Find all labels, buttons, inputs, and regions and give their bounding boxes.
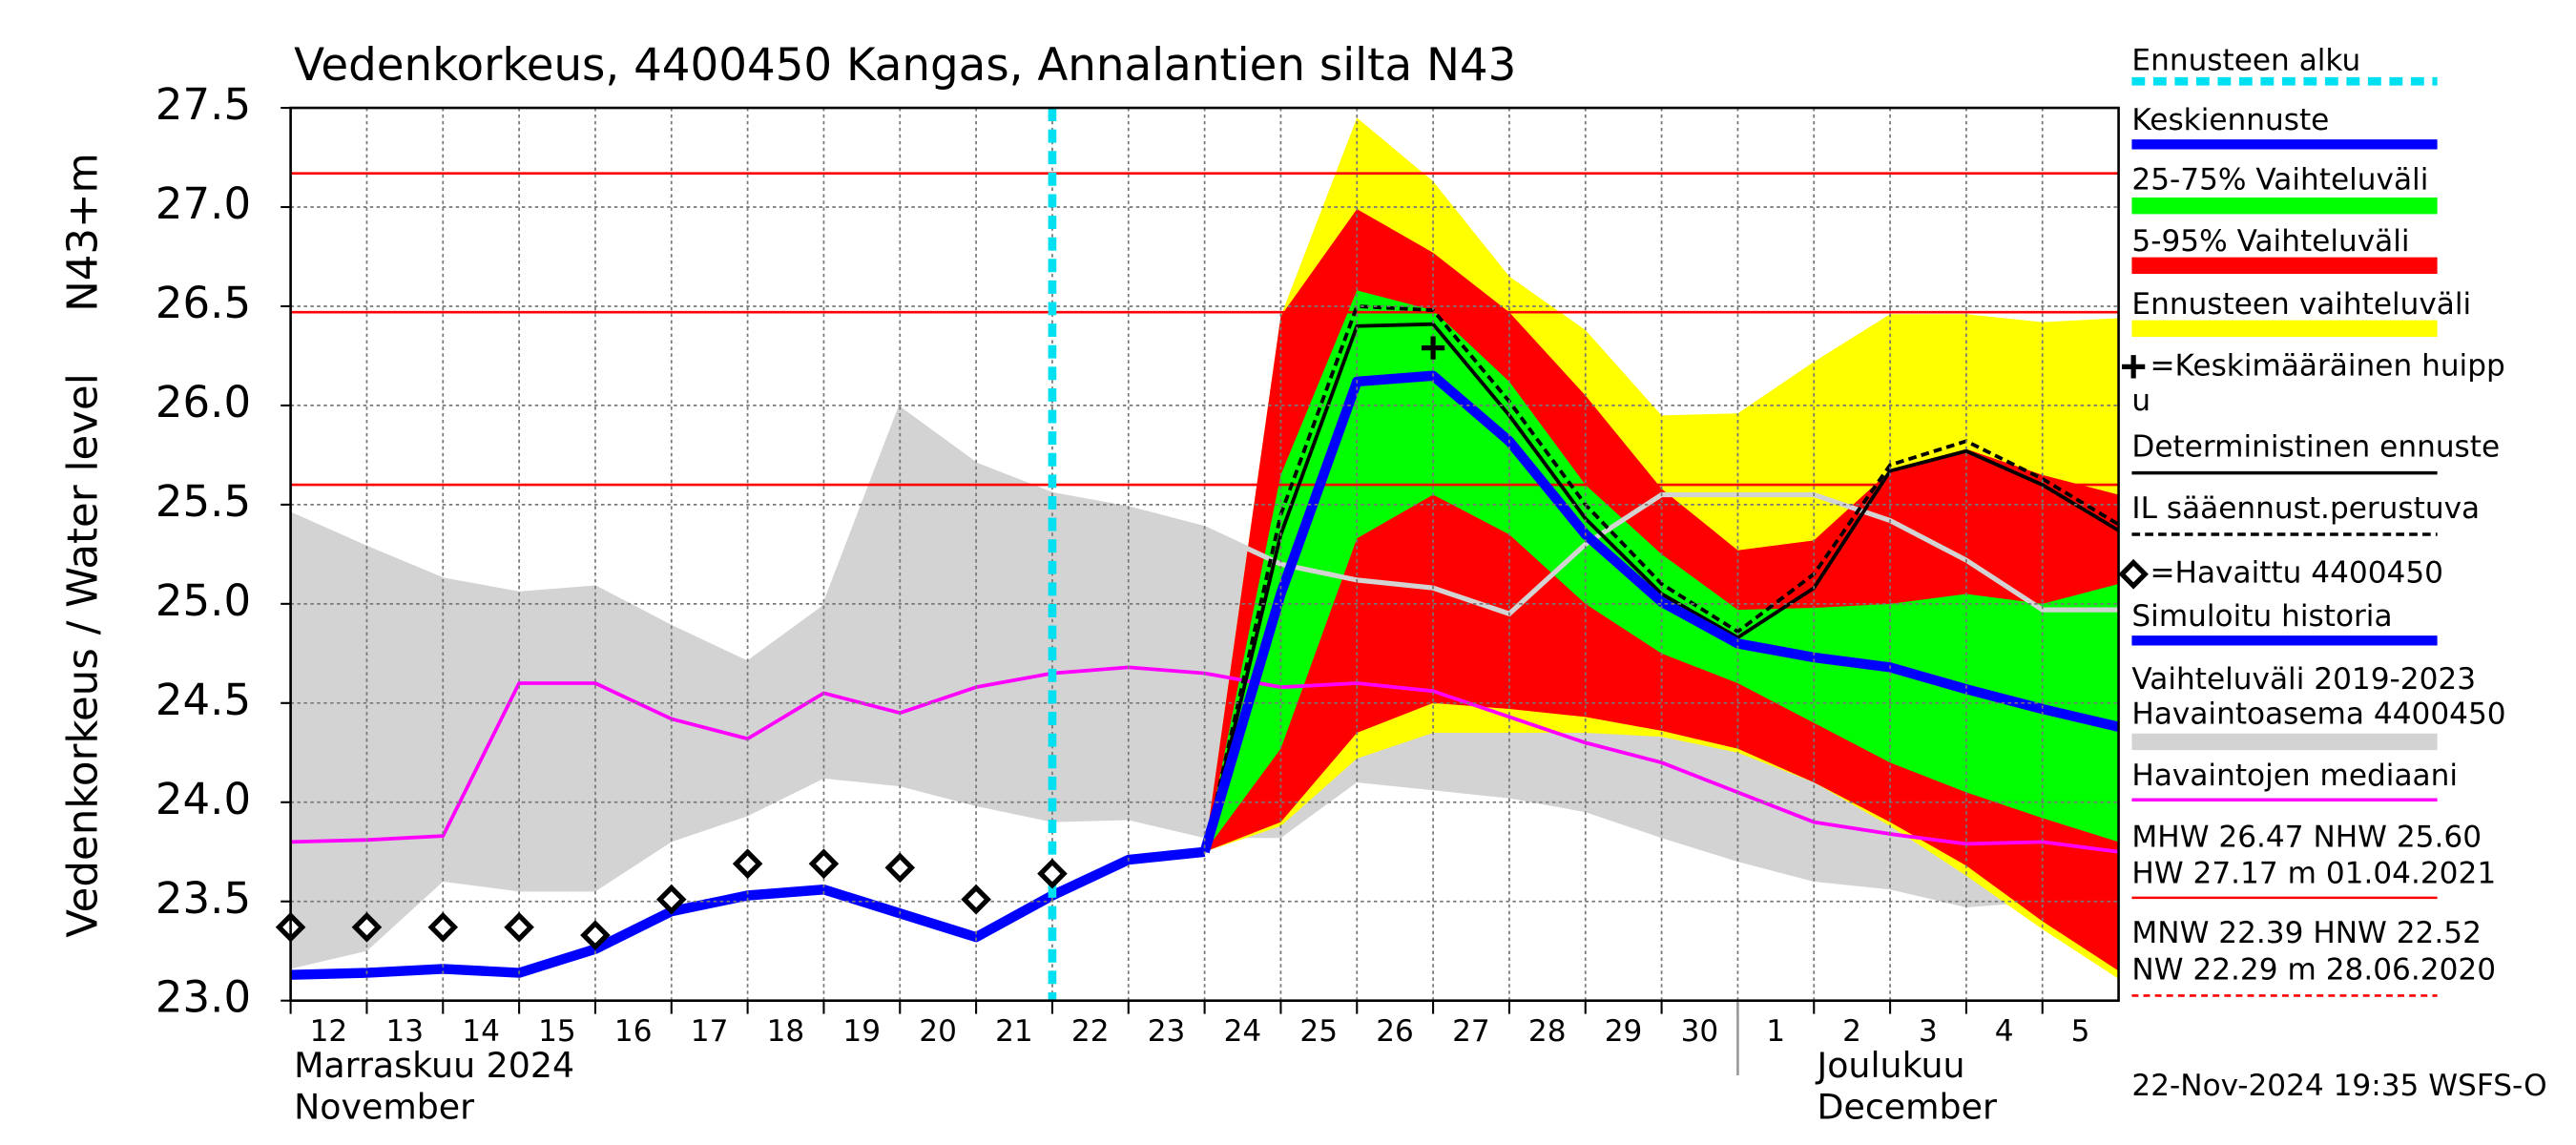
diamond-marker: [2118, 558, 2149, 590]
x-tick-label: 12: [310, 1014, 348, 1049]
legend-label: Simuloitu historia: [2131, 599, 2392, 634]
y-tick-label: 27.0: [156, 178, 251, 229]
legend-label: 25-75% Vaihteluväli: [2131, 163, 2428, 198]
legend-label: IL sääennust.perustuva: [2131, 491, 2480, 526]
month-label: November: [294, 1086, 474, 1127]
stat-label: NW 22.29 m 28.06.2020: [2131, 952, 2496, 987]
x-tick-label: 20: [919, 1014, 957, 1049]
diamond-marker: [961, 884, 991, 915]
chart-title: Vedenkorkeus, 4400450 Kangas, Annalantie…: [294, 40, 1516, 92]
y-tick-label: 24.5: [156, 675, 251, 725]
diamond-marker: [884, 852, 916, 884]
x-tick-label: 23: [1148, 1014, 1186, 1049]
x-tick-label: 25: [1299, 1014, 1338, 1049]
y-axis-label: Vedenkorkeus / Water level: [60, 373, 108, 938]
x-tick-label: 3: [1919, 1014, 1938, 1049]
legend-label: u: [2131, 384, 2150, 418]
month-label: Joulukuu: [1816, 1045, 1965, 1086]
plus-marker: [2122, 355, 2146, 379]
x-tick-label: 24: [1224, 1014, 1262, 1049]
diamond-marker: [1037, 858, 1068, 889]
band-area: [1204, 290, 2119, 852]
legend-label: Ennusteen alku: [2131, 43, 2360, 77]
y-tick-label: 24.0: [156, 774, 251, 824]
stat-label: MNW 22.39 HNW 22.52: [2131, 916, 2481, 950]
plot-frame: [289, 106, 2120, 1002]
y-tick-label: 25.5: [156, 476, 251, 527]
y-tick-label: 23.5: [156, 873, 251, 924]
diamond-marker: [808, 848, 840, 880]
x-tick-label: 27: [1452, 1014, 1490, 1049]
legend: Ennusteen alku Keskiennuste 25-75% Vaihtel…: [2118, 43, 2506, 997]
x-tick-label: 2: [1842, 1014, 1861, 1049]
x-tick-label: 30: [1681, 1014, 1719, 1049]
x-tick-label: 21: [995, 1014, 1033, 1049]
diamond-marker: [427, 911, 459, 943]
diamond-marker: [504, 911, 534, 943]
plot-area: 12 13 14 15 16 17 18 19 20 21 22 23 24 25 26 27 28 29 30 1 2…: [156, 79, 2120, 1127]
y-tick-label: 27.5: [156, 79, 251, 130]
y-tick-label: 23.0: [156, 972, 251, 1023]
legend-label: Keskiennuste: [2131, 103, 2329, 137]
legend-label: =Keskimääräinen huipp: [2150, 348, 2504, 383]
month-label: December: [1817, 1086, 1996, 1127]
x-tick-label: 1: [1766, 1014, 1785, 1049]
y-axis-unit: N43+m: [60, 153, 108, 312]
legend-label: =Havaittu 4400450: [2150, 556, 2443, 591]
diamond-marker: [655, 884, 687, 915]
x-tick-label: 4: [1995, 1014, 2014, 1049]
month-label: Marraskuu 2024: [294, 1045, 574, 1086]
x-tick-label: 26: [1376, 1014, 1414, 1049]
legend-label: Deterministinen ennuste: [2131, 430, 2500, 465]
diamond-marker: [580, 920, 611, 950]
x-tick-label: 29: [1605, 1014, 1643, 1049]
stat-label: HW 27.17 m 01.04.2021: [2131, 856, 2496, 890]
legend-label: Vaihteluväli 2019-2023: [2131, 662, 2476, 697]
plus-marker: [1421, 336, 1445, 360]
x-tick-label: 14: [462, 1014, 500, 1049]
y-tick-label: 25.0: [156, 575, 251, 626]
x-tick-label: 17: [691, 1014, 729, 1049]
x-tick-label: 19: [842, 1014, 881, 1049]
y-tick-label: 26.0: [156, 377, 251, 427]
y-tick-label: 26.5: [156, 278, 251, 328]
stat-label: MHW 26.47 NHW 25.60: [2131, 820, 2482, 854]
x-tick-label: 15: [538, 1014, 576, 1049]
legend-label: Havaintoasema 4400450: [2131, 697, 2505, 732]
x-tick-label: 5: [2071, 1014, 2090, 1049]
timestamp: 22-Nov-2024 19:35 WSFS-O: [2131, 1069, 2546, 1103]
x-tick-label: 18: [767, 1014, 805, 1049]
x-tick-label: 28: [1528, 1014, 1567, 1049]
x-tick-label: 13: [385, 1014, 424, 1049]
diamond-marker: [732, 848, 763, 880]
x-tick-label: 22: [1071, 1014, 1110, 1049]
legend-label: Havaintojen mediaani: [2131, 759, 2458, 793]
diamond-marker: [351, 911, 383, 943]
legend-label: 5-95% Vaihteluväli: [2131, 224, 2409, 259]
x-tick-label: 16: [614, 1014, 653, 1049]
legend-label: Ennusteen vaihteluväli: [2131, 287, 2471, 322]
